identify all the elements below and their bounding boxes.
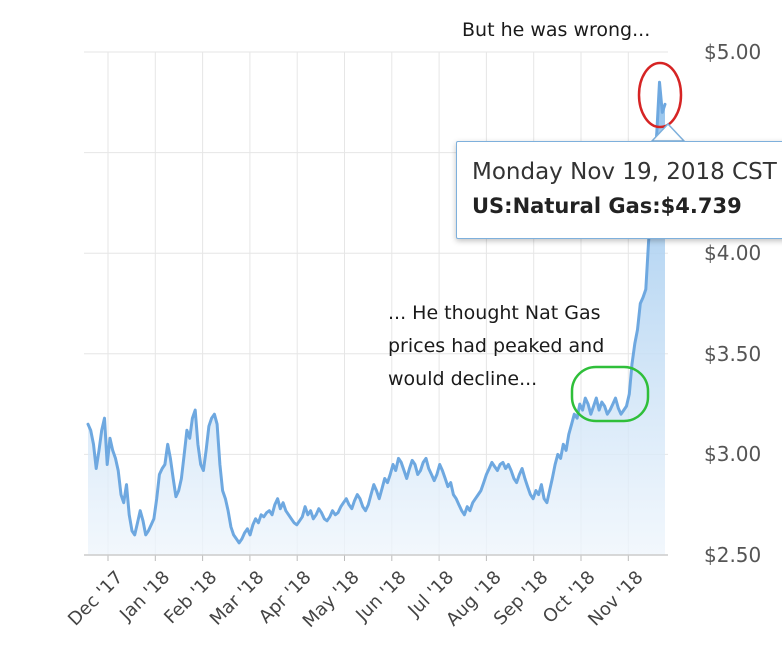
price-line	[86, 80, 667, 545]
y-tick-label: $4.00	[704, 241, 762, 266]
y-tick-label: $3.00	[704, 442, 762, 467]
annotation-middle-note: ... He thought Nat Gas prices had peaked…	[388, 297, 604, 396]
annotation-middle-line-1: ... He thought Nat Gas	[388, 302, 601, 324]
y-tick-label: $3.50	[704, 341, 762, 366]
price-tooltip: Monday Nov 19, 2018 CST US:Natural Gas:$…	[456, 141, 782, 239]
tooltip-date: Monday Nov 19, 2018 CST	[472, 159, 777, 185]
price-area	[88, 82, 665, 555]
annotation-top-note: But he was wrong...	[462, 19, 651, 41]
price-area-fill	[88, 82, 665, 555]
annotation-middle-line-2: prices had peaked and	[388, 335, 605, 357]
red-highlight-circle	[637, 61, 683, 129]
annotation-middle-line-3: would decline...	[388, 368, 538, 390]
y-tick-label: $5.00	[704, 40, 762, 64]
price-line-series	[86, 80, 667, 545]
green-highlight-circle	[570, 365, 650, 423]
y-tick-label: $2.50	[704, 543, 762, 567]
tooltip-value: US:Natural Gas:$4.739	[472, 194, 742, 218]
